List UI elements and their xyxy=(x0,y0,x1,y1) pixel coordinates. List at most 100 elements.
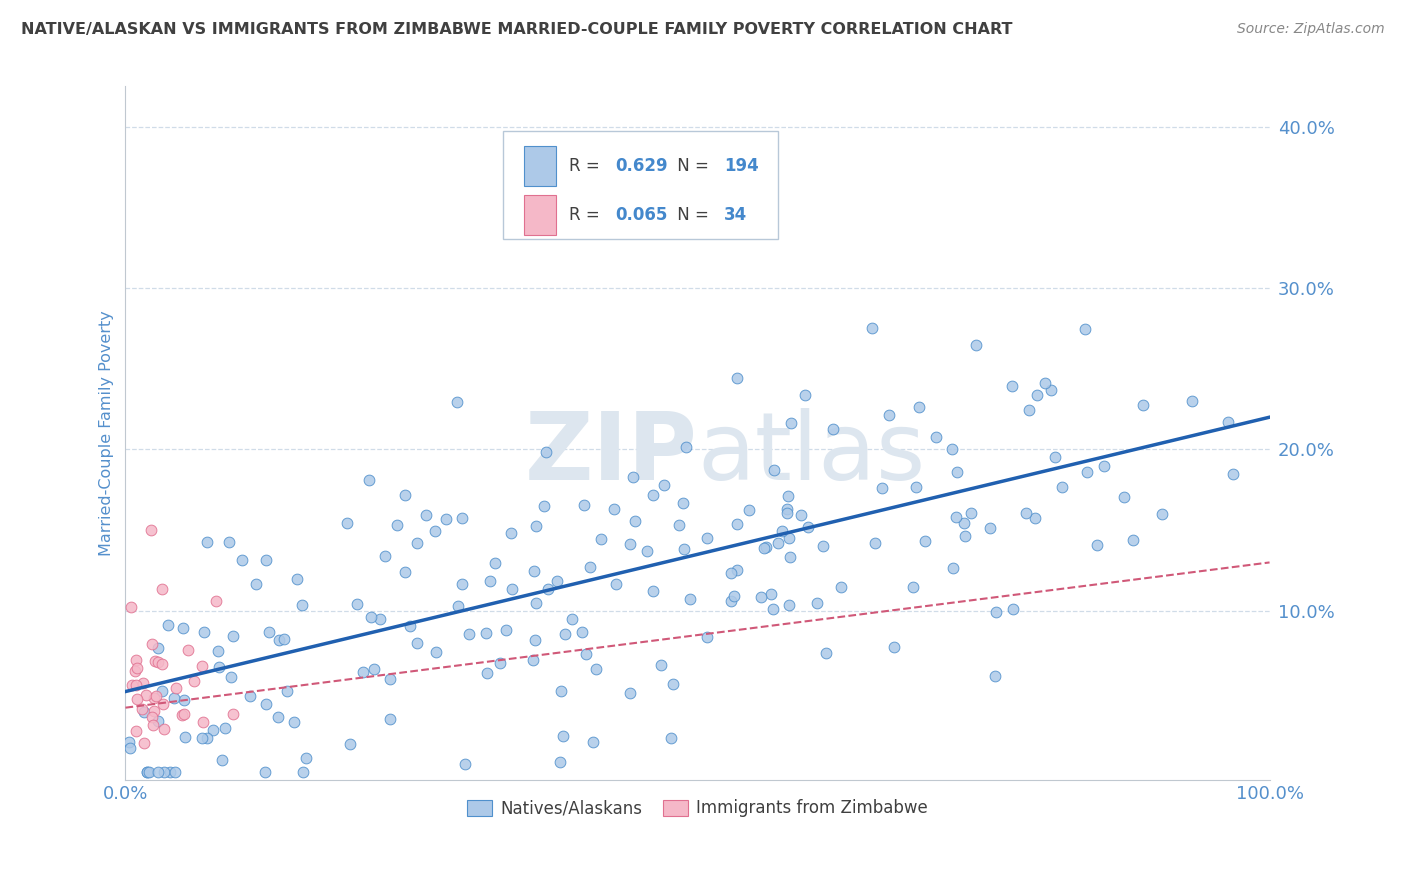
Point xyxy=(811,539,834,553)
Point xyxy=(662,677,685,691)
Point xyxy=(457,627,479,641)
Point xyxy=(965,338,987,352)
Point xyxy=(134,705,156,719)
Point xyxy=(1014,506,1036,520)
Point xyxy=(173,693,195,707)
Text: N =: N = xyxy=(672,206,714,225)
Point xyxy=(572,498,595,512)
Point xyxy=(696,630,718,644)
Point xyxy=(766,536,789,550)
Point xyxy=(245,577,267,591)
Point xyxy=(1018,402,1040,417)
Point xyxy=(778,598,800,612)
Legend: Natives/Alaskans, Immigrants from Zimbabwe: Natives/Alaskans, Immigrants from Zimbab… xyxy=(461,793,935,824)
Point xyxy=(561,612,583,626)
Point xyxy=(1152,507,1174,521)
Point xyxy=(142,718,165,732)
Point xyxy=(679,591,702,606)
Text: R =: R = xyxy=(569,206,606,225)
Point xyxy=(959,506,981,520)
Point xyxy=(254,698,277,712)
Point xyxy=(423,524,446,539)
Point xyxy=(641,488,664,502)
Point xyxy=(146,714,169,728)
Point xyxy=(1076,465,1098,479)
Point xyxy=(548,755,571,769)
Point xyxy=(877,409,900,423)
Point xyxy=(148,655,170,669)
Point xyxy=(152,723,174,737)
Point xyxy=(177,643,200,657)
Point xyxy=(283,714,305,729)
Point xyxy=(643,584,665,599)
Point xyxy=(619,537,641,551)
Point xyxy=(257,625,280,640)
Point xyxy=(120,741,142,756)
Point xyxy=(571,625,593,640)
Point xyxy=(183,674,205,689)
Point xyxy=(1074,322,1097,336)
Point xyxy=(605,577,627,591)
Point xyxy=(672,495,695,509)
Point xyxy=(131,702,153,716)
Point xyxy=(134,735,156,749)
Point xyxy=(914,534,936,549)
Point xyxy=(360,609,382,624)
Point xyxy=(374,549,396,563)
Point xyxy=(806,596,828,610)
Point xyxy=(221,670,243,684)
Point xyxy=(1112,490,1135,504)
Point xyxy=(650,657,672,672)
Point xyxy=(253,765,276,780)
Point xyxy=(191,731,214,745)
Point xyxy=(524,519,547,533)
Point xyxy=(524,633,547,648)
Text: 194: 194 xyxy=(724,157,759,175)
Point xyxy=(904,480,927,494)
Point xyxy=(446,599,468,614)
Point xyxy=(135,688,157,702)
Point xyxy=(779,549,801,564)
Point xyxy=(385,518,408,533)
Point xyxy=(901,580,924,594)
Point xyxy=(405,636,427,650)
Point xyxy=(526,596,548,610)
Point xyxy=(830,580,852,594)
Point xyxy=(222,629,245,643)
Point xyxy=(143,705,166,719)
Point xyxy=(1026,388,1049,402)
Point xyxy=(720,566,742,581)
Point xyxy=(1222,467,1244,481)
Point xyxy=(554,627,576,641)
Point xyxy=(172,621,194,635)
Point xyxy=(150,657,173,671)
Point xyxy=(749,591,772,605)
Point xyxy=(579,559,602,574)
FancyBboxPatch shape xyxy=(523,195,555,235)
Point xyxy=(522,653,544,667)
Point xyxy=(191,714,214,729)
Point xyxy=(945,509,967,524)
Point xyxy=(1218,415,1240,429)
Point xyxy=(591,532,613,546)
Point xyxy=(780,416,803,430)
Point xyxy=(163,690,186,705)
Point xyxy=(339,737,361,751)
Point xyxy=(150,582,173,597)
Point xyxy=(394,488,416,502)
Point xyxy=(776,489,799,503)
Point xyxy=(908,400,931,414)
Point xyxy=(231,553,253,567)
Point xyxy=(152,698,174,712)
Text: R =: R = xyxy=(569,157,606,175)
Point xyxy=(619,686,641,700)
Point xyxy=(1043,450,1066,464)
Point xyxy=(125,691,148,706)
Point xyxy=(136,765,159,780)
Point xyxy=(720,593,742,607)
Point xyxy=(346,597,368,611)
Point xyxy=(446,395,468,409)
Point xyxy=(254,553,277,567)
Point xyxy=(621,469,644,483)
Point xyxy=(883,640,905,654)
